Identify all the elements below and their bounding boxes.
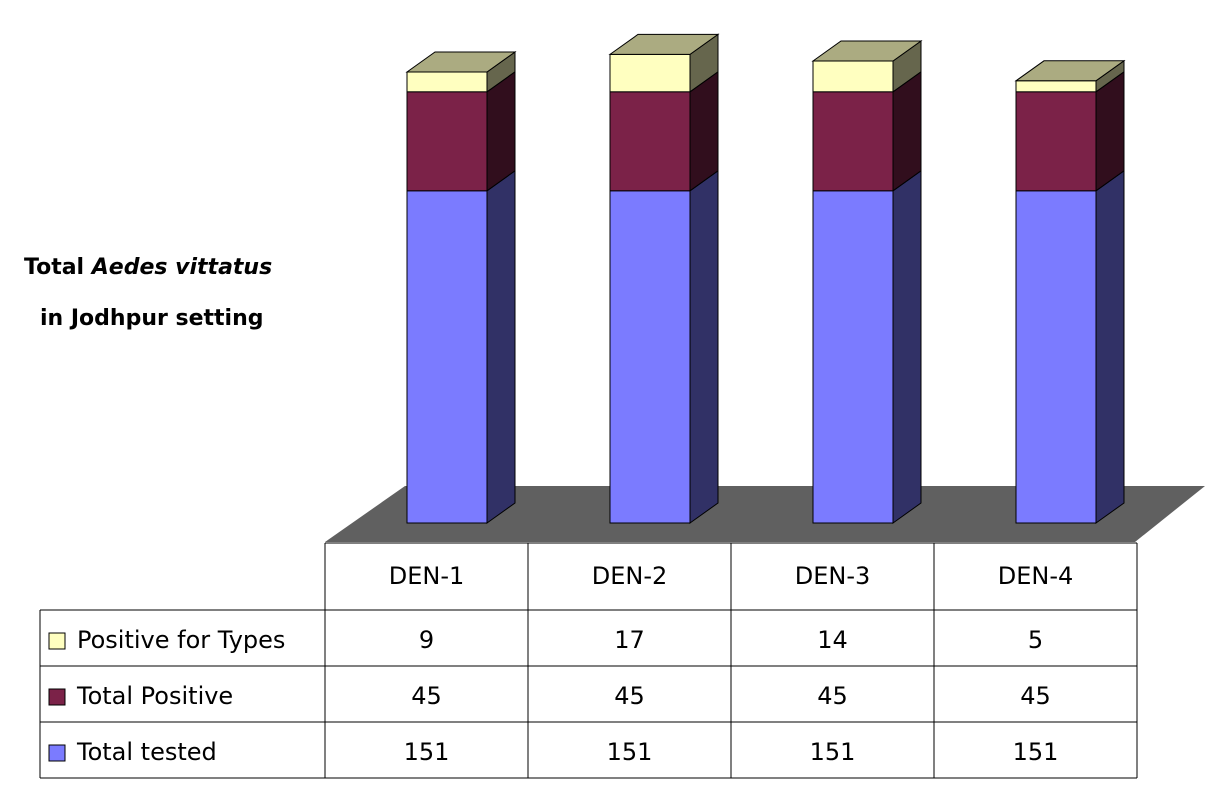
chart-title: in Jodhpur setting [40, 306, 264, 331]
title-part: Total [24, 255, 84, 280]
bar-side [892, 169, 922, 524]
bar [406, 190, 488, 524]
legend-swatch [48, 632, 66, 650]
bar [1015, 80, 1097, 93]
bar [812, 190, 894, 524]
column-header: DEN-2 [592, 562, 668, 590]
bar [406, 71, 488, 93]
table-value: 151 [404, 738, 450, 766]
bar-top [608, 33, 720, 55]
bar [812, 91, 894, 192]
table-value: 151 [607, 738, 653, 766]
legend-swatch [48, 744, 66, 762]
bar [1015, 190, 1097, 524]
table-value: 5 [1028, 626, 1043, 654]
bar [406, 91, 488, 192]
floor [325, 486, 1205, 542]
bar-side [689, 70, 719, 192]
table-value: 45 [817, 682, 848, 710]
bar-side [486, 169, 516, 524]
table-value: 45 [411, 682, 442, 710]
column-header: DEN-4 [998, 562, 1074, 590]
legend-label: Total Positive [76, 682, 233, 710]
table-value: 45 [614, 682, 645, 710]
title-part: Aedes vittatus [90, 255, 272, 280]
table-value: 45 [1020, 682, 1051, 710]
table-value: 151 [1013, 738, 1059, 766]
column-header: DEN-3 [795, 562, 871, 590]
bar-top [811, 40, 923, 62]
bar-side [1095, 169, 1125, 524]
bar-top [1014, 60, 1126, 82]
legend-label: Total tested [76, 738, 217, 766]
column-header: DEN-1 [389, 562, 465, 590]
legend-swatch [48, 688, 66, 706]
bar [1015, 91, 1097, 192]
bar-side [1095, 70, 1125, 192]
bar-side [689, 169, 719, 524]
bar-side [892, 70, 922, 192]
chart-title: Total Aedes vittatus [24, 255, 272, 280]
table-value: 9 [419, 626, 434, 654]
bar [609, 53, 691, 93]
bar [609, 91, 691, 192]
table-value: 14 [817, 626, 848, 654]
legend-label: Positive for Types [77, 626, 285, 654]
bar-side [486, 70, 516, 192]
bar [812, 60, 894, 93]
table-value: 151 [810, 738, 856, 766]
bar [609, 190, 691, 524]
table-value: 17 [614, 626, 645, 654]
bar-top [405, 51, 517, 73]
